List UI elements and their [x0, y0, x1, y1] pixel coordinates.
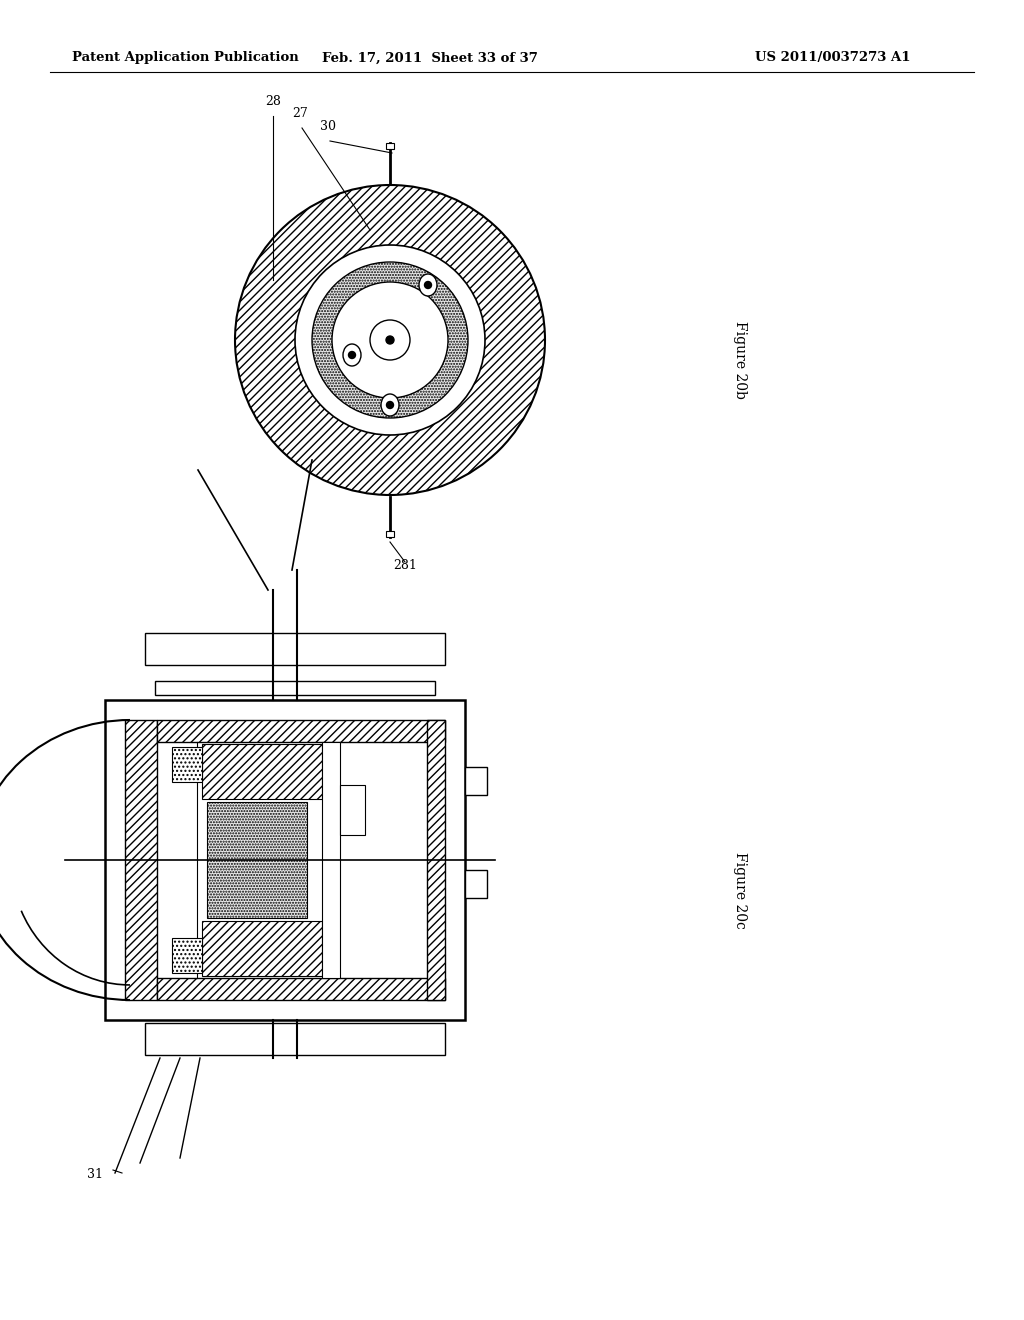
- Bar: [427, 719, 445, 1001]
- Circle shape: [386, 401, 393, 408]
- Circle shape: [348, 351, 355, 359]
- Bar: [125, 719, 157, 1001]
- Bar: [155, 681, 435, 696]
- Bar: [157, 978, 445, 1001]
- Circle shape: [312, 261, 468, 418]
- Text: 281: 281: [393, 558, 417, 572]
- Circle shape: [386, 337, 394, 345]
- Text: Patent Application Publication: Patent Application Publication: [72, 51, 299, 65]
- Bar: [202, 921, 322, 975]
- Bar: [172, 747, 202, 781]
- Text: 31: 31: [87, 1168, 103, 1181]
- Bar: [386, 143, 394, 149]
- Bar: [322, 742, 340, 978]
- Bar: [157, 719, 445, 742]
- Bar: [172, 939, 202, 973]
- Text: 30: 30: [319, 120, 336, 133]
- Ellipse shape: [381, 393, 399, 416]
- Text: 28: 28: [265, 95, 281, 108]
- Circle shape: [234, 185, 545, 495]
- Bar: [202, 744, 322, 799]
- Text: 27: 27: [292, 107, 308, 120]
- Bar: [340, 785, 365, 836]
- Bar: [465, 767, 487, 795]
- Circle shape: [295, 246, 485, 436]
- Ellipse shape: [419, 275, 437, 296]
- Bar: [386, 531, 394, 537]
- Bar: [465, 870, 487, 898]
- Bar: [145, 634, 445, 665]
- Circle shape: [370, 319, 410, 360]
- Text: Feb. 17, 2011  Sheet 33 of 37: Feb. 17, 2011 Sheet 33 of 37: [323, 51, 538, 65]
- Bar: [207, 803, 307, 917]
- Ellipse shape: [343, 345, 361, 366]
- Text: US 2011/0037273 A1: US 2011/0037273 A1: [755, 51, 910, 65]
- Circle shape: [425, 281, 431, 289]
- Text: Figure 20c: Figure 20c: [733, 851, 746, 928]
- Bar: [105, 700, 465, 1020]
- Circle shape: [332, 282, 449, 399]
- Bar: [145, 1023, 445, 1055]
- Text: Figure 20b: Figure 20b: [733, 321, 746, 399]
